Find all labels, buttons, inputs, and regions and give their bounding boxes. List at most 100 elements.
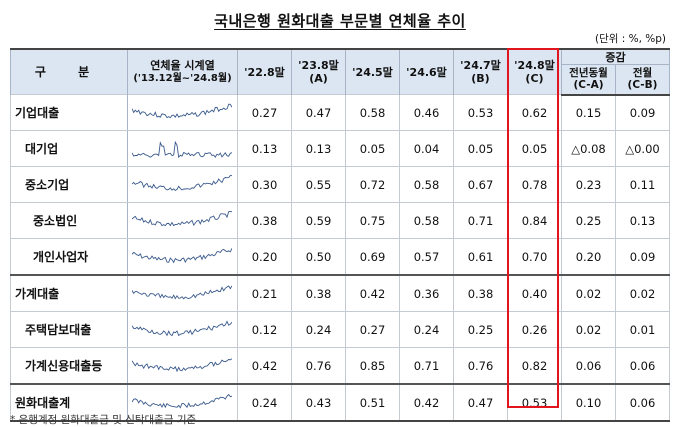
value-cell: 0.24 <box>291 311 346 348</box>
value-cell: 0.50 <box>291 238 346 276</box>
change-cell: 0.10 <box>561 383 616 422</box>
change-cell: 0.09 <box>615 94 670 131</box>
change-cell: 0.06 <box>615 347 670 385</box>
row-label: 개인사업자 <box>10 238 128 276</box>
value-cell: 0.26 <box>507 311 562 348</box>
header-col-5: '24.8말 (C) <box>507 48 562 95</box>
value-cell: 0.62 <box>507 94 562 131</box>
change-cell: 0.06 <box>615 383 670 422</box>
value-cell: 0.05 <box>453 130 508 167</box>
value-cell: 0.30 <box>237 166 292 203</box>
row-label: 주택담보대출 <box>10 311 128 348</box>
sparkline-chart <box>132 319 232 336</box>
header-col-0: '22.8말 <box>237 48 292 95</box>
value-cell: 0.58 <box>399 166 454 203</box>
value-cell: 0.21 <box>237 274 292 312</box>
change-cell: 0.15 <box>561 94 616 131</box>
value-cell: 0.25 <box>453 311 508 348</box>
change-cell: △0.00 <box>615 130 670 167</box>
sparkline-series <box>132 210 232 226</box>
change-cell: 0.02 <box>561 274 616 312</box>
change-cell: 0.06 <box>561 347 616 385</box>
value-cell: 0.20 <box>237 238 292 276</box>
table-row: 중소법인 0.38 0.59 0.75 0.58 0.71 0.84 0.25 0.13 <box>10 202 670 239</box>
value-cell: 0.84 <box>507 202 562 239</box>
header-col-1: '23.8말 (A) <box>291 48 346 95</box>
value-cell: 0.57 <box>399 238 454 276</box>
value-cell: 0.67 <box>453 166 508 203</box>
table-row: 원화대출계 0.24 0.43 0.51 0.42 0.47 0.53 0.10 0.06 <box>10 383 670 422</box>
value-cell: 0.76 <box>291 347 346 385</box>
value-cell: 0.61 <box>453 238 508 276</box>
value-cell: 0.59 <box>291 202 346 239</box>
header-change-yoy: 전년동월 (C-A) <box>561 64 616 96</box>
value-cell: 0.55 <box>291 166 346 203</box>
page-title: 국내은행 원화대출 부문별 연체율 추이 <box>214 12 466 30</box>
sparkline-chart <box>132 393 232 409</box>
value-cell: 0.05 <box>345 130 400 167</box>
change-cell: 0.02 <box>615 274 670 312</box>
sparkline-cell <box>127 166 238 203</box>
sparkline-chart <box>132 284 232 300</box>
sparkline-chart <box>132 357 232 372</box>
value-cell: 0.27 <box>237 94 292 131</box>
row-label: 원화대출계 <box>10 383 128 422</box>
change-cell: 0.23 <box>561 166 616 203</box>
value-cell: 0.58 <box>345 94 400 131</box>
value-cell: 0.47 <box>291 94 346 131</box>
table-row: 가계신용대출등 0.42 0.76 0.85 0.71 0.76 0.82 0.06 0.06 <box>10 347 670 385</box>
change-cell: 0.25 <box>561 202 616 239</box>
value-cell: 0.36 <box>399 274 454 312</box>
header-gubun: 구 분 <box>10 48 128 95</box>
sparkline-chart <box>132 247 232 263</box>
value-cell: 0.75 <box>345 202 400 239</box>
value-cell: 0.38 <box>453 274 508 312</box>
row-label: 대기업 <box>10 130 128 167</box>
delinquency-table: 구 분 연체율 시계열 ('13.12월~'24.8월) '22.8말 '23.… <box>10 48 670 422</box>
change-cell: 0.13 <box>615 202 670 239</box>
sparkline-series <box>132 284 232 300</box>
header-sparkline: 연체율 시계열 ('13.12월~'24.8월) <box>127 48 238 95</box>
header-col-3: '24.6말 <box>399 48 454 95</box>
change-cell: 0.09 <box>615 238 670 276</box>
value-cell: 0.78 <box>507 166 562 203</box>
value-cell: 0.71 <box>453 202 508 239</box>
header-change-mom: 전월 (C-B) <box>615 64 670 96</box>
header-change-group: 증감 <box>561 48 670 65</box>
row-label: 기업대출 <box>10 94 128 131</box>
table-row: 기업대출 0.27 0.47 0.58 0.46 0.53 0.62 0.15 0.09 <box>10 94 670 131</box>
value-cell: 0.24 <box>237 383 292 422</box>
value-cell: 0.76 <box>453 347 508 385</box>
sparkline-chart <box>132 140 232 158</box>
value-cell: 0.82 <box>507 347 562 385</box>
change-cell: 0.01 <box>615 311 670 348</box>
sparkline-cell <box>127 311 238 348</box>
sparkline-series <box>132 393 232 409</box>
header-col-2: '24.5말 <box>345 48 400 95</box>
value-cell: 0.71 <box>399 347 454 385</box>
value-cell: 0.13 <box>237 130 292 167</box>
sparkline-chart <box>132 174 232 191</box>
value-cell: 0.58 <box>399 202 454 239</box>
row-label: 중소법인 <box>10 202 128 239</box>
value-cell: 0.24 <box>399 311 454 348</box>
table-row: 대기업 0.13 0.13 0.05 0.04 0.05 0.05 △0.08 △0.00 <box>10 130 670 167</box>
sparkline-series <box>132 247 232 263</box>
row-label: 중소기업 <box>10 166 128 203</box>
sparkline-cell <box>127 238 238 276</box>
value-cell: 0.42 <box>345 274 400 312</box>
change-cell: △0.08 <box>561 130 616 167</box>
value-cell: 0.72 <box>345 166 400 203</box>
sparkline-cell <box>127 94 238 131</box>
value-cell: 0.42 <box>399 383 454 422</box>
sparkline-series <box>132 319 232 336</box>
row-label: 가계신용대출등 <box>10 347 128 385</box>
sparkline-cell <box>127 130 238 167</box>
value-cell: 0.47 <box>453 383 508 422</box>
sparkline-cell <box>127 383 238 422</box>
value-cell: 0.27 <box>345 311 400 348</box>
unit-label: (단위 : %, %p) <box>594 33 666 45</box>
sparkline-series <box>132 140 232 158</box>
value-cell: 0.70 <box>507 238 562 276</box>
value-cell: 0.51 <box>345 383 400 422</box>
